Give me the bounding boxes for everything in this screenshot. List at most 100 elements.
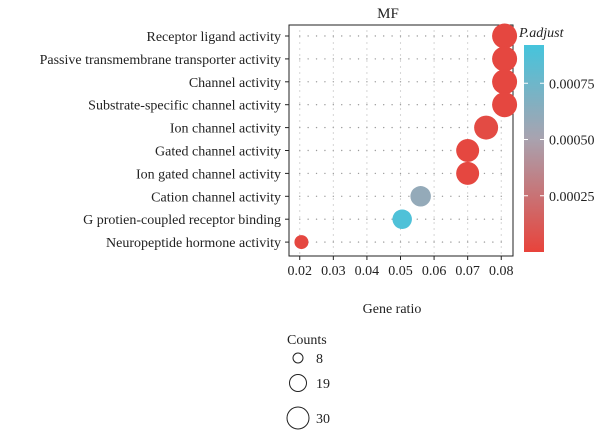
grid-dot xyxy=(433,126,435,128)
grid-dot xyxy=(458,104,460,106)
y-tick-label-g-protien-coupled-receptor-binding: G protien-coupled receptor binding xyxy=(83,213,281,228)
point-ion-gated-channel-activity xyxy=(456,161,480,185)
grid-dot xyxy=(500,144,502,146)
grid-dot xyxy=(399,108,402,110)
grid-dot xyxy=(467,240,469,242)
grid-dot xyxy=(332,252,334,254)
grid-dot xyxy=(299,126,301,128)
grid-dot xyxy=(433,58,435,60)
y-tick-label-substrate-specific-channel-activity: Substrate-specific channel activity xyxy=(88,99,281,114)
grid-dot xyxy=(299,138,301,140)
grid-dot xyxy=(349,149,351,152)
grid-dot xyxy=(500,192,502,194)
grid-dot xyxy=(467,126,469,128)
grid-dot xyxy=(366,102,368,104)
grid-dot xyxy=(416,104,418,106)
grid-dot xyxy=(441,241,444,243)
counts-legend: 8 19 30 xyxy=(286,352,330,430)
grid-dot xyxy=(332,150,334,152)
grid-dot xyxy=(458,126,460,129)
grid-dot xyxy=(357,58,360,60)
grid-dot xyxy=(357,81,360,83)
grid-dot xyxy=(391,81,393,83)
grid-dot xyxy=(366,216,368,218)
grid-dot xyxy=(366,252,368,254)
grid-dot xyxy=(349,195,351,197)
grid-dot xyxy=(391,104,393,106)
grid-dot xyxy=(466,104,469,106)
grid-dot xyxy=(399,241,402,243)
grid-dot xyxy=(416,35,418,37)
grid-dot xyxy=(467,216,469,218)
grid-dot xyxy=(299,216,301,218)
grid-dot xyxy=(458,195,460,197)
grid-dot xyxy=(332,195,335,197)
grid-dot xyxy=(433,48,435,50)
grid-dot xyxy=(467,90,469,92)
grid-dot xyxy=(324,241,326,243)
grid-dot xyxy=(299,222,301,224)
grid-dot xyxy=(467,30,469,32)
grid-dot xyxy=(307,195,309,197)
p-adjust-colorbar xyxy=(524,45,544,252)
grid-dot xyxy=(450,104,452,106)
grid-dot xyxy=(299,198,301,200)
grid-dot xyxy=(500,174,502,176)
grid-dot xyxy=(391,195,393,197)
grid-dot xyxy=(424,104,427,106)
grid-dot xyxy=(467,252,469,254)
grid-dot xyxy=(500,168,502,170)
grid-dot xyxy=(374,35,377,37)
grid-dot xyxy=(500,150,502,152)
grid-dot xyxy=(299,72,301,74)
grid-dot xyxy=(433,241,435,243)
x-tick-label-0-02: 0.02 xyxy=(287,264,312,279)
grid-dot xyxy=(299,150,301,152)
grid-dot xyxy=(433,156,435,158)
point-cation-channel-activity xyxy=(410,186,431,207)
grid-dot xyxy=(450,172,452,175)
grid-dot xyxy=(299,96,301,98)
grid-dot xyxy=(467,108,469,110)
grid-dot xyxy=(500,210,502,212)
grid-dot xyxy=(433,172,435,175)
grid-dot xyxy=(500,186,502,188)
grid-dot xyxy=(500,156,502,158)
grid-dot xyxy=(366,72,368,74)
grid-dot xyxy=(500,222,502,224)
grid-dot xyxy=(332,84,334,86)
grid-dot xyxy=(299,104,301,106)
grid-dot xyxy=(315,218,318,220)
grid-dot xyxy=(399,84,402,86)
grid-dot xyxy=(383,218,385,220)
grid-dot xyxy=(475,81,477,83)
grid-dot xyxy=(399,30,402,32)
grid-dot xyxy=(458,81,460,83)
grid-dot xyxy=(332,90,334,92)
grid-dot xyxy=(299,58,301,60)
grid-dot xyxy=(366,138,368,140)
grid-dot xyxy=(500,234,502,236)
grid-dot xyxy=(332,240,334,242)
grid-dot xyxy=(315,172,318,175)
grid-dot xyxy=(366,246,368,248)
grid-dot xyxy=(349,218,351,220)
grid-dot xyxy=(315,195,318,197)
grid-dot xyxy=(399,240,402,242)
y-tick-label-neuropeptide-hormone-activity: Neuropeptide hormone activity xyxy=(106,236,281,251)
counts-legend-circle-19 xyxy=(289,374,307,392)
grid-dot xyxy=(424,81,427,83)
grid-dot xyxy=(467,192,469,194)
grid-dot xyxy=(315,126,318,129)
grid-dot xyxy=(399,78,402,80)
grid-dot xyxy=(383,241,385,243)
grid-dot xyxy=(450,126,452,129)
point-gated-channel-activity xyxy=(456,139,480,162)
grid-dot xyxy=(416,241,418,243)
grid-dot xyxy=(299,174,301,176)
grid-dot xyxy=(332,174,334,176)
grid-dot xyxy=(433,192,435,194)
grid-dot xyxy=(467,96,469,98)
point-channel-activity xyxy=(492,69,518,95)
x-tick-label-0-04: 0.04 xyxy=(355,264,380,279)
